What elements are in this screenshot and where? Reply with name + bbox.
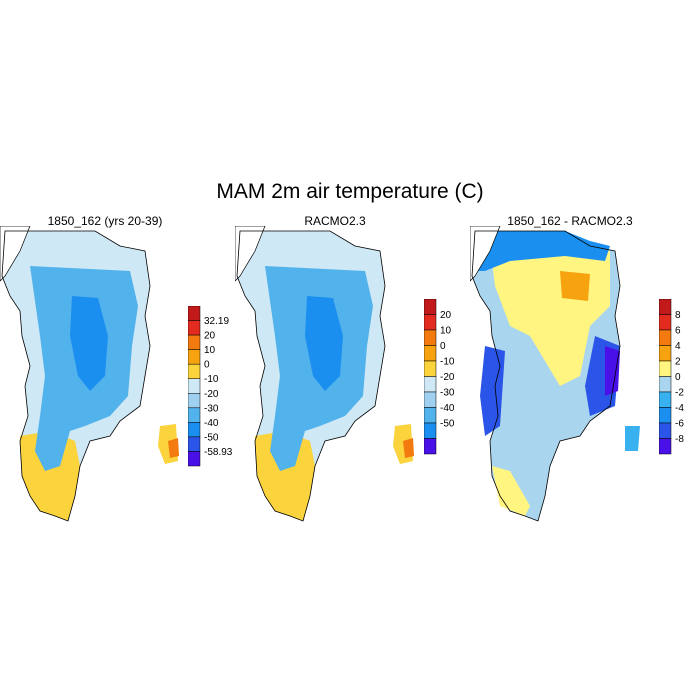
colorbar-tick-label: 20 — [440, 310, 452, 321]
map-region-east-island-warm — [168, 438, 179, 458]
colorbar-tick-label: -6 — [675, 419, 684, 430]
colorbar-box — [188, 363, 201, 379]
colorbar-box — [188, 451, 201, 467]
colorbar-box — [659, 422, 672, 439]
colorbar-box — [424, 299, 437, 315]
map-region-warm-south — [20, 431, 80, 521]
map-region-west-cold — [480, 346, 505, 436]
colorbar-box — [424, 438, 437, 455]
map-region-strong-warm-bias — [560, 271, 590, 301]
panel-title-difference: 1850_162 - RACMO2.3 — [507, 214, 633, 228]
colorbar-tick-label: -40 — [440, 403, 455, 414]
colorbar-box — [659, 360, 672, 377]
map-ocean-corner — [0, 226, 31, 282]
map-coastline — [236, 230, 386, 522]
colorbar-box — [659, 376, 672, 393]
colorbar-tick-label: -50 — [204, 432, 219, 443]
colorbar-box — [659, 391, 672, 408]
colorbar-box — [188, 422, 201, 438]
map-region-summit — [305, 296, 343, 391]
colorbar-box — [659, 314, 672, 331]
colorbar-tick-label: 0 — [440, 341, 446, 352]
colorbar-tick-label: 10 — [204, 345, 216, 356]
colorbar-box — [188, 334, 201, 350]
colorbar-tick-label: 0 — [204, 360, 210, 371]
map-model — [0, 226, 179, 522]
map-difference — [470, 226, 640, 522]
colorbar-tick-label: 8 — [675, 310, 681, 321]
colorbar-box — [424, 407, 437, 424]
map-ocean-corner — [470, 226, 501, 282]
colorbar-box — [188, 320, 201, 336]
colorbar-tick-label: 0 — [675, 372, 681, 383]
colorbar-tick-label: -10 — [204, 374, 219, 385]
map-ocean-corner — [235, 226, 266, 282]
colorbar-box — [424, 329, 437, 346]
figure-title: MAM 2m air temperature (C) — [216, 180, 484, 203]
colorbar-box — [659, 438, 672, 455]
colorbar-box — [188, 436, 201, 452]
colorbar-tick-label: -20 — [440, 372, 455, 383]
colorbar-box — [424, 391, 437, 408]
colorbar-tick-label: -30 — [440, 388, 455, 399]
colorbar-tick-label: 10 — [440, 326, 452, 337]
colorbar-box — [659, 299, 672, 315]
colorbar-tick-label: 4 — [675, 341, 681, 352]
colorbar-box — [188, 393, 201, 409]
colorbar-difference: 8 6 4 2 0 -2 -4 -6 -8 — [659, 299, 684, 455]
colorbar-tick-label: 6 — [675, 326, 681, 337]
colorbar-tick-label: 20 — [204, 331, 216, 342]
map-coastline — [471, 230, 621, 522]
colorbar-tick-label: -40 — [204, 418, 219, 429]
panel-title-racmo: RACMO2.3 — [304, 214, 366, 228]
colorbar-box — [188, 306, 201, 321]
colorbar-box — [424, 422, 437, 439]
colorbar-box — [424, 345, 437, 362]
colorbar-box — [424, 360, 437, 377]
colorbar-tick-label: -8 — [675, 434, 684, 445]
colorbar-tick-label: -30 — [204, 403, 219, 414]
map-region-east-island — [625, 426, 640, 451]
map-region-east-island-warm — [403, 438, 414, 458]
map-region-summit — [70, 296, 108, 391]
colorbar-tick-label: -10 — [440, 357, 455, 368]
colorbar-box — [659, 407, 672, 424]
colorbar-tick-label: -58.93 — [204, 447, 233, 458]
map-region-south-warm — [492, 466, 530, 516]
panel-title-model: 1850_162 (yrs 20-39) — [47, 214, 163, 228]
map-coastline — [1, 230, 151, 522]
colorbar-box — [188, 349, 201, 365]
colorbar-box — [188, 378, 201, 394]
colorbar-box — [424, 314, 437, 331]
colorbar-tick-label: 2 — [675, 357, 681, 368]
colorbar-tick-label: -4 — [675, 403, 684, 414]
colorbar-tick-label: -20 — [204, 389, 219, 400]
colorbar-box — [659, 329, 672, 346]
colorbar-tick-label: -50 — [440, 419, 455, 430]
colorbar-tick-label: -2 — [675, 388, 684, 399]
colorbar-box — [659, 345, 672, 362]
colorbar-box — [188, 407, 201, 423]
colorbar-model: 32.19 20 10 0 -10 -20 -30 -40 -50 -58.93 — [188, 306, 233, 467]
colorbar-racmo: 20 10 0 -10 -20 -30 -40 -50 — [424, 299, 455, 455]
map-racmo — [235, 226, 414, 522]
colorbar-tick-label: 32.19 — [204, 316, 229, 327]
map-region-east-coldest — [605, 346, 620, 396]
colorbar-box — [424, 376, 437, 393]
map-region-warm-south — [255, 431, 315, 521]
map-region-north-cold — [472, 231, 610, 271]
